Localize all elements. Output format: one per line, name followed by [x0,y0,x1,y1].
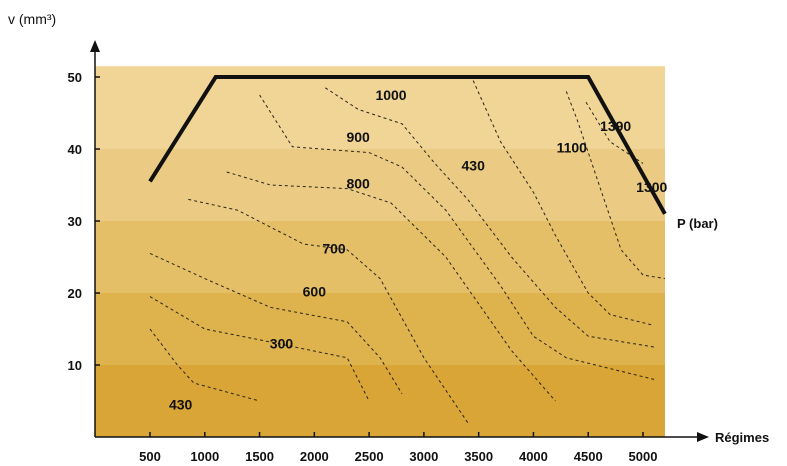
band-4 [95,66,665,149]
y-axis-label: v (mm³) [8,11,56,27]
contour-line-430 [149,328,260,402]
contour-line-700 [188,198,469,423]
x-tick-label: 4000 [519,449,548,464]
contour-line-1100 [565,91,665,280]
band-0 [95,365,665,437]
contour-label-1000: 1000 [375,87,406,103]
x-tick-label: 2500 [355,449,384,464]
band-1 [95,293,665,365]
contour-label-900: 900 [346,129,370,145]
y-tick-label: 40 [68,142,82,157]
y-tick-label: 10 [68,358,82,373]
contour-line-300 [149,296,370,402]
x-tick-label: 500 [139,449,161,464]
band-3 [95,149,665,221]
x-axis-arrow [697,432,709,442]
contour-label-430: 430 [169,397,193,413]
contour-line-1000 [325,87,655,348]
x-tick-labels: 500 1000 1500 2000 2500 3000 3500 4000 4500 5000 [139,432,657,464]
y-tick-label: 30 [68,214,82,229]
band-2 [95,221,665,293]
envelope-line [148,75,667,215]
contour-label-300: 300 [270,335,294,351]
y-tick-labels: 10 20 30 40 50 [68,70,100,373]
contour-label-1100: 1100 [557,140,588,156]
contour-label-1390: 1390 [600,118,631,134]
envelope-path [148,75,667,215]
x-tick-label: 3000 [409,449,438,464]
y-axis-arrow [90,40,100,52]
contour-labels: 430 300 600 700 800 900 1000 430 1100 1390 1300 [169,87,668,413]
contour-label-800: 800 [346,176,370,192]
x-tick-label: 3500 [464,449,493,464]
envelope-label: P (bar) [677,216,718,231]
contour-lines [149,80,665,423]
contour-label-600: 600 [303,284,327,300]
contour-line-430 [472,80,655,326]
contour-line-900 [259,94,655,380]
contour-label-1300: 1300 [636,179,667,195]
x-tick-label: 5000 [629,449,658,464]
x-tick-label: 4500 [574,449,603,464]
contour-label-430: 430 [462,158,486,174]
color-bands [95,66,665,437]
x-tick-label: 2000 [300,449,329,464]
x-axis-label: Régimes [715,430,769,445]
y-tick-label: 50 [68,70,82,85]
x-tick-label: 1000 [190,449,219,464]
axes [90,40,709,442]
y-tick-label: 20 [68,286,82,301]
x-tick-label: 1500 [245,449,274,464]
contour-line-800 [226,171,556,402]
contour-line-600 [149,252,403,395]
contour-label-700: 700 [322,240,346,256]
